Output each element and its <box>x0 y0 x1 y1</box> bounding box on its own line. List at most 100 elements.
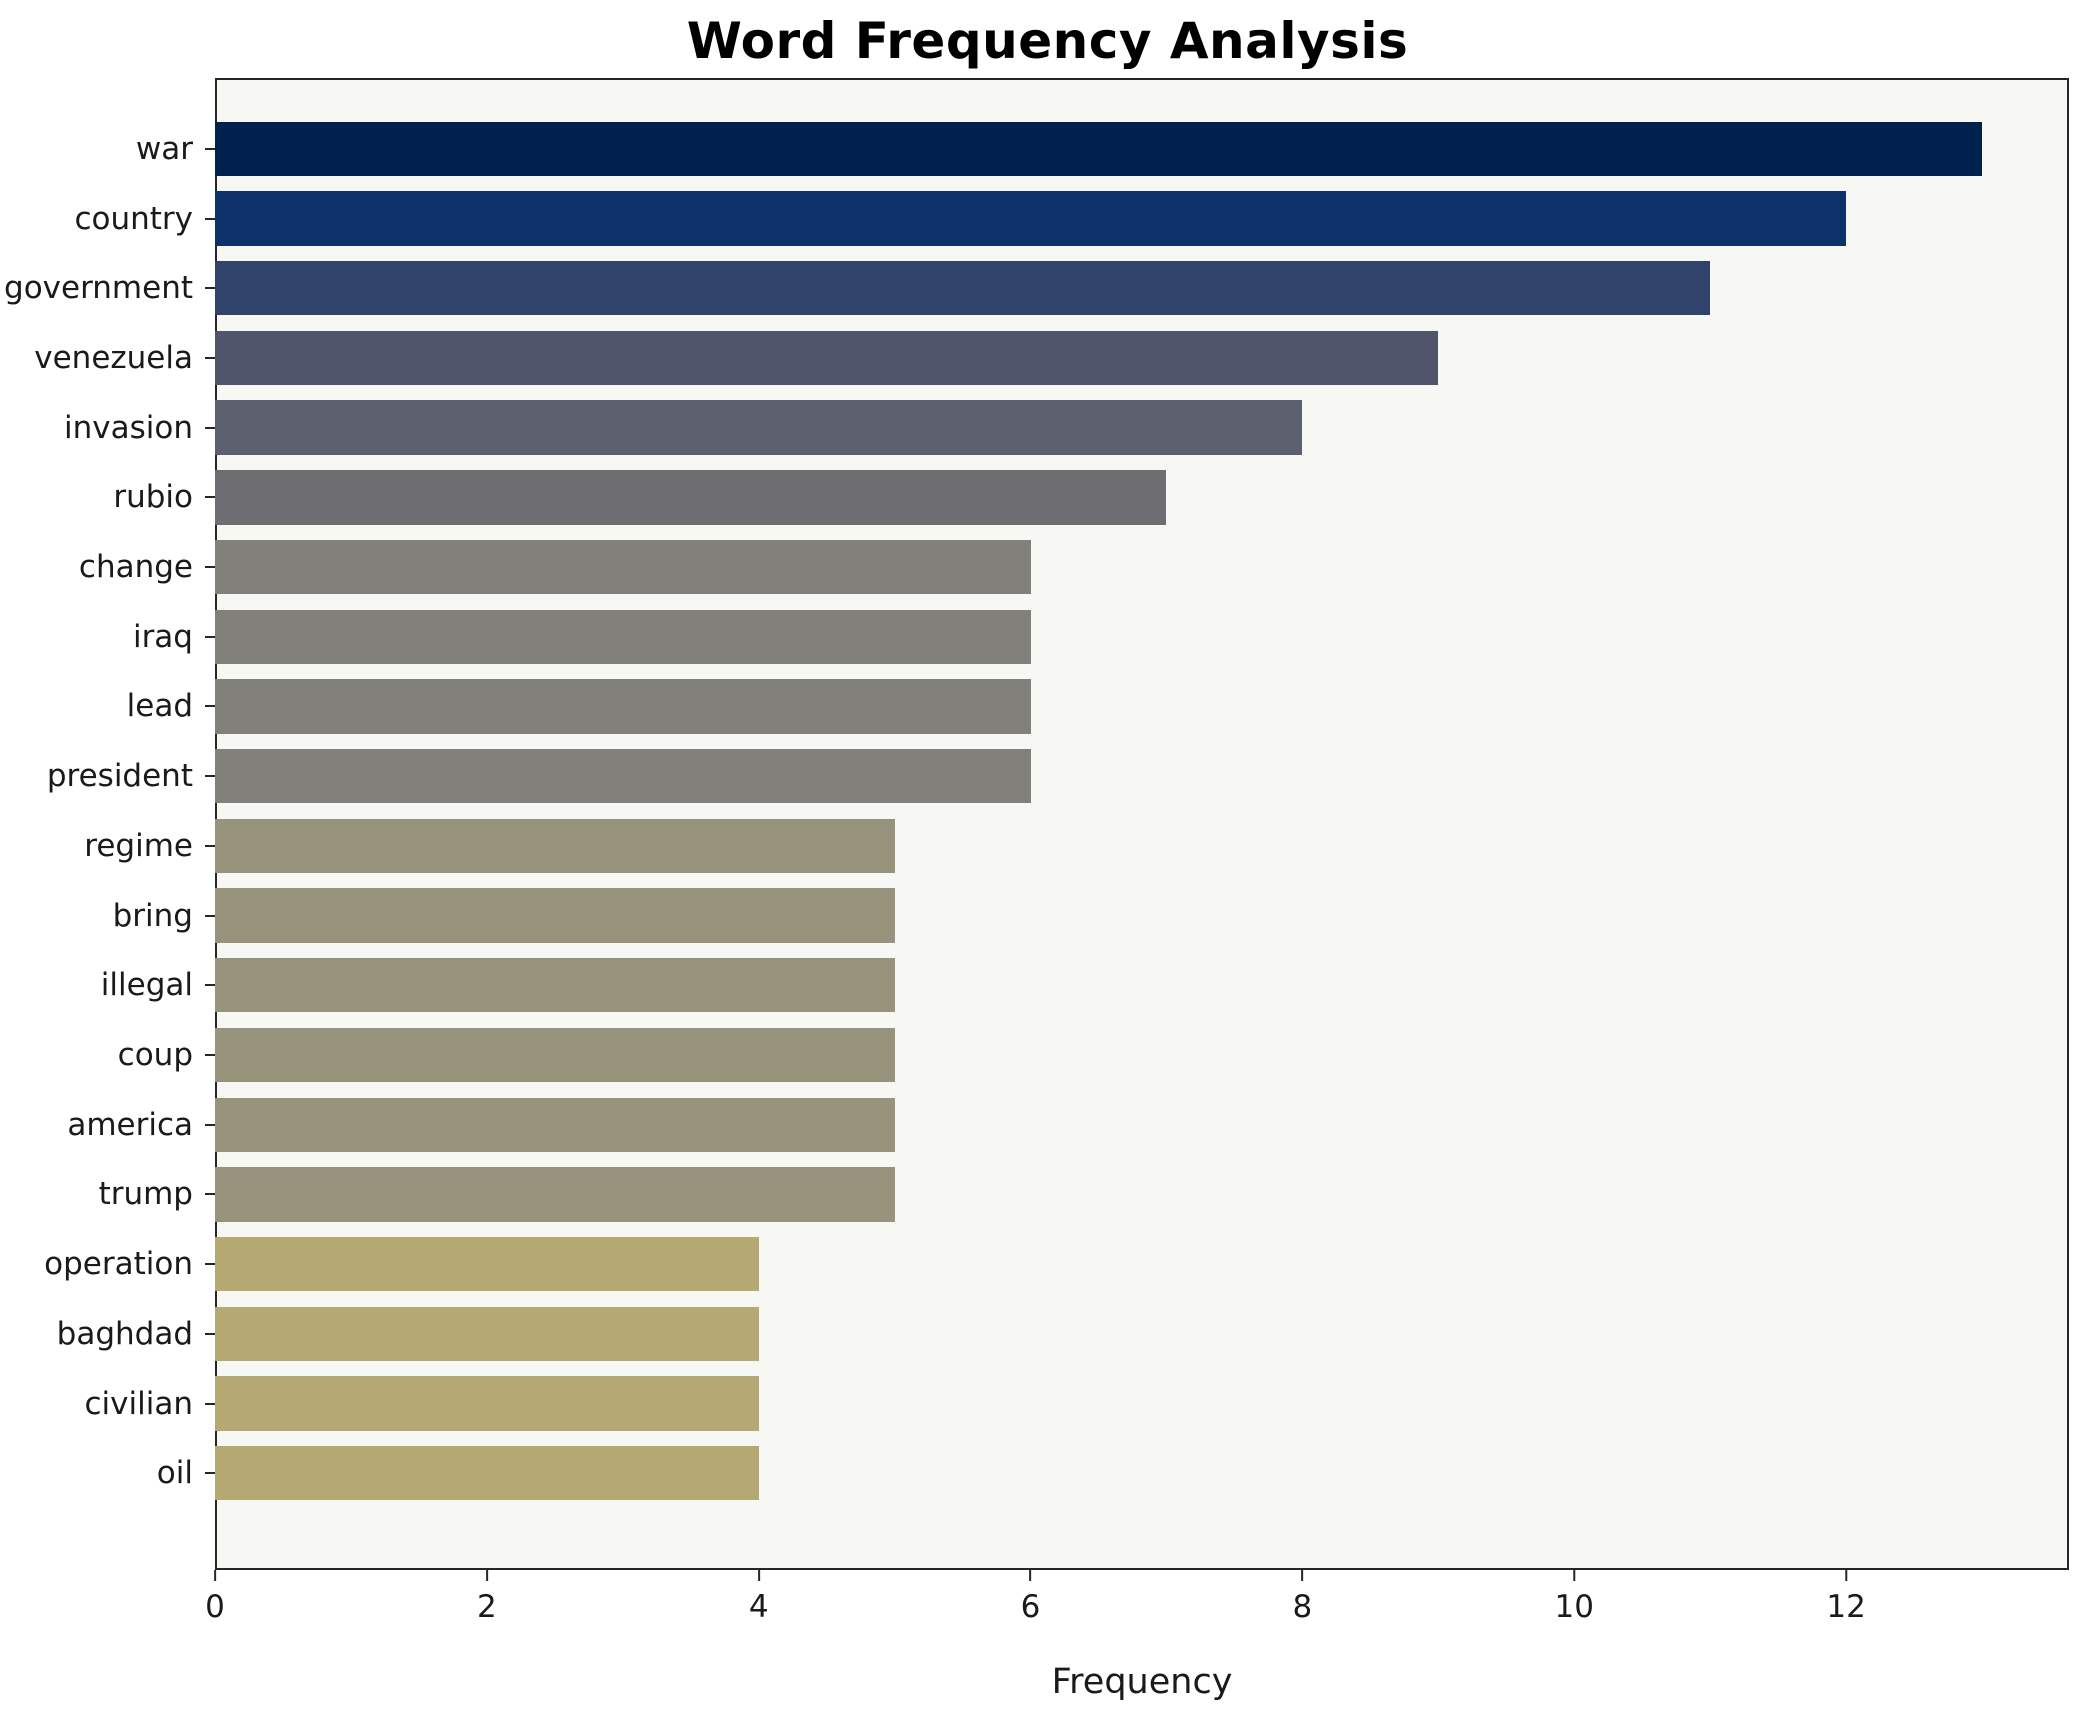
y-tick-label: president <box>46 758 193 795</box>
y-tick-mark <box>205 844 215 847</box>
bar-bring <box>215 888 895 943</box>
x-axis-label: Frequency <box>1051 1662 1233 1702</box>
bar-illegal <box>215 958 895 1013</box>
bar-rubio <box>215 470 1167 525</box>
x-tick-label: 4 <box>748 1589 769 1625</box>
y-tick-mark <box>205 426 215 429</box>
x-tick: 10 <box>1555 1570 1594 1625</box>
bar-row: lead <box>0 672 2069 742</box>
bar-track <box>215 1090 2069 1160</box>
bar-government <box>215 261 1711 316</box>
y-tick-label: trump <box>98 1176 193 1213</box>
bar-track <box>215 1299 2069 1369</box>
bar-row: illegal <box>0 950 2069 1020</box>
bar-baghdad <box>215 1306 759 1361</box>
y-tick-label: america <box>67 1106 193 1143</box>
x-tick-label: 6 <box>1020 1589 1041 1625</box>
y-tick-mark <box>205 1263 215 1266</box>
y-tick-mark <box>205 914 215 917</box>
chart-title: Word Frequency Analysis <box>686 12 1409 70</box>
x-tick: 0 <box>205 1570 225 1625</box>
bar-row: oil <box>0 1438 2069 1508</box>
bar-civilian <box>215 1376 759 1431</box>
y-tick-mark <box>205 1472 215 1475</box>
y-tick-label: coup <box>117 1036 193 1073</box>
bar-row: rubio <box>0 463 2069 533</box>
y-tick-label: civilian <box>84 1385 194 1422</box>
y-tick-label: government <box>4 270 193 307</box>
bar-track <box>215 253 2069 323</box>
bar-track <box>215 741 2069 811</box>
bar-venezuela <box>215 330 1439 386</box>
bar-track <box>215 811 2069 881</box>
x-tick-mark <box>1301 1570 1304 1581</box>
x-tick-label: 2 <box>476 1589 497 1625</box>
bar-row: america <box>0 1090 2069 1160</box>
y-tick-mark <box>205 1053 215 1056</box>
y-tick-label: operation <box>44 1246 193 1283</box>
x-tick-mark <box>1845 1570 1848 1581</box>
y-tick-label: illegal <box>100 967 193 1004</box>
y-tick-label: rubio <box>113 479 193 516</box>
bar-track <box>215 532 2069 602</box>
y-tick-mark <box>205 566 215 569</box>
y-tick-mark <box>205 1402 215 1405</box>
bar-row: regime <box>0 811 2069 881</box>
bar-war <box>215 121 1982 177</box>
chart-area: war country government venezuela invasion rub… <box>0 78 2069 1625</box>
x-tick-mark <box>213 1570 216 1581</box>
bar-row: iraq <box>0 602 2069 672</box>
bar-coup <box>215 1027 895 1083</box>
bar-row: war <box>0 114 2069 184</box>
bar-row: operation <box>0 1229 2069 1299</box>
y-tick-label: change <box>78 549 193 586</box>
x-tick-mark <box>1573 1570 1576 1581</box>
y-tick-mark <box>205 1332 215 1335</box>
bar-track <box>215 114 2069 184</box>
bar-track <box>215 463 2069 533</box>
bar-track <box>215 1369 2069 1439</box>
bar-regime <box>215 818 895 874</box>
bar-track <box>215 672 2069 742</box>
x-tick-mark <box>757 1570 760 1581</box>
x-tick: 2 <box>477 1570 497 1625</box>
x-tick: 4 <box>749 1570 769 1625</box>
bar-trump <box>215 1167 895 1222</box>
x-tick-label: 8 <box>1292 1589 1313 1625</box>
y-tick-label: iraq <box>132 618 193 655</box>
bar-row: invasion <box>0 393 2069 463</box>
x-tick-label: 0 <box>205 1589 225 1625</box>
y-tick-mark <box>205 356 215 359</box>
y-tick-mark <box>205 1193 215 1196</box>
bar-row: country <box>0 184 2069 254</box>
x-tick: 8 <box>1292 1570 1313 1625</box>
y-tick-mark <box>205 635 215 638</box>
y-tick-mark <box>205 147 215 150</box>
bar-track <box>215 881 2069 951</box>
x-axis-ticks: 0 2 4 6 8 10 12 <box>205 1570 2069 1640</box>
y-tick-label: oil <box>156 1455 193 1492</box>
y-tick-mark <box>205 984 215 987</box>
bar-track <box>215 1020 2069 1090</box>
y-tick-label: bring <box>112 897 193 934</box>
bar-row: coup <box>0 1020 2069 1090</box>
y-tick-label: baghdad <box>56 1315 193 1352</box>
bar-row: civilian <box>0 1369 2069 1439</box>
bar-row: trump <box>0 1160 2069 1230</box>
bar-track <box>215 184 2069 254</box>
bar-rows: war country government venezuela invasion rub… <box>0 78 2069 1570</box>
bar-row: change <box>0 532 2069 602</box>
bar-country <box>215 191 1847 246</box>
bar-track <box>215 1229 2069 1299</box>
bar-track <box>215 1160 2069 1230</box>
bar-row: baghdad <box>0 1299 2069 1369</box>
y-tick-label: lead <box>126 688 193 725</box>
bar-president <box>215 748 1031 804</box>
x-tick: 12 <box>1826 1570 1866 1625</box>
bar-iraq <box>215 609 1031 664</box>
y-tick-mark <box>205 217 215 220</box>
x-tick: 6 <box>1020 1570 1041 1625</box>
bar-track <box>215 602 2069 672</box>
y-tick-label: war <box>135 130 193 167</box>
bar-row: venezuela <box>0 323 2069 393</box>
